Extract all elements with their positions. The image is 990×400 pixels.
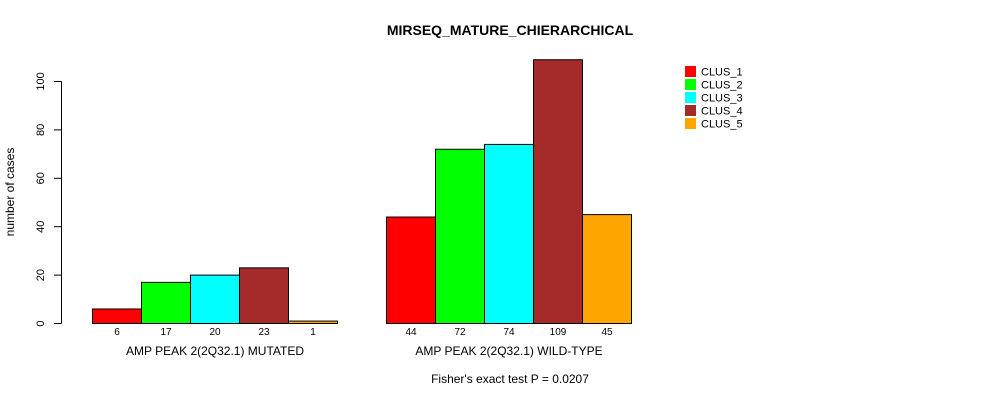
bar	[582, 214, 632, 325]
legend-label: CLUS_4	[701, 106, 743, 118]
bar	[141, 281, 191, 324]
y-tick-label: 80	[35, 124, 47, 136]
y-tick-label: 40	[35, 221, 47, 233]
bar-count-label: 17	[160, 327, 172, 338]
group-label: AMP PEAK 2(2Q32.1) WILD-TYPE	[415, 344, 602, 358]
bar-count-label: 1	[310, 327, 316, 338]
y-tick-label: 60	[35, 172, 47, 184]
legend-swatch	[685, 118, 696, 129]
chart-title: MIRSEQ_MATURE_CHIERARCHICAL	[387, 22, 634, 38]
bar	[239, 267, 289, 324]
bar-count-label: 109	[550, 327, 567, 338]
bar-count-label: 6	[114, 327, 120, 338]
y-tick-label: 0	[35, 320, 47, 326]
plot-area: 6 17 20 23 1 AMP PEAK 2(2Q32.1) MUTATED 44 72 74…	[92, 59, 632, 358]
bar-count-label: 23	[258, 327, 270, 338]
legend-label: CLUS_5	[701, 119, 743, 131]
legend-swatch	[685, 105, 696, 116]
bar	[435, 148, 485, 324]
y-tick-label: 100	[35, 72, 47, 90]
legend-label: CLUS_3	[701, 93, 743, 105]
bar	[484, 143, 534, 324]
legend-label: CLUS_2	[701, 80, 743, 92]
bar	[386, 216, 436, 325]
bar-count-label: 74	[503, 327, 515, 338]
bar-count-label: 44	[405, 327, 417, 338]
footnote: Fisher's exact test P = 0.0207	[431, 372, 589, 386]
y-axis: 0 20 40 60 80 100	[35, 72, 62, 327]
legend-swatch	[685, 79, 696, 90]
bar	[190, 274, 240, 325]
group-label: AMP PEAK 2(2Q32.1) MUTATED	[126, 344, 304, 358]
bar-count-label: 20	[209, 327, 221, 338]
bar-count-label: 45	[601, 327, 613, 338]
legend-swatch	[685, 66, 696, 77]
bar	[288, 320, 338, 324]
y-tick-label: 20	[35, 269, 47, 281]
bar-count-label: 72	[454, 327, 466, 338]
legend-swatch	[685, 92, 696, 103]
bar	[533, 59, 583, 324]
legend-label: CLUS_1	[701, 67, 743, 79]
bar	[92, 308, 142, 325]
y-axis-label: number of cases	[3, 148, 17, 237]
